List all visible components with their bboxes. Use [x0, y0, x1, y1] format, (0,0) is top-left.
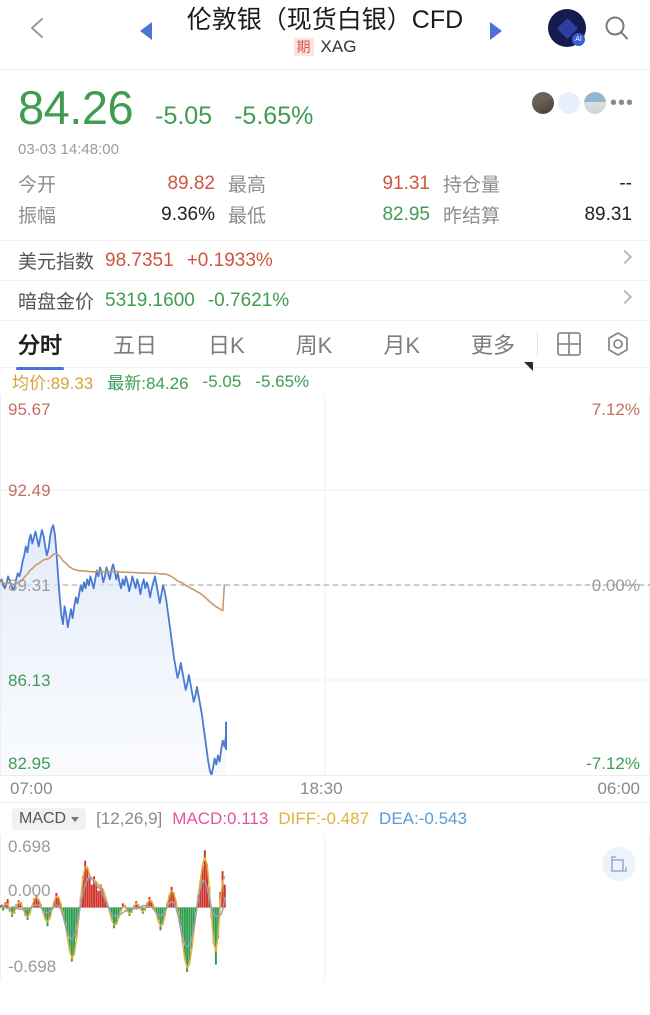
- macd-axis-top: 0.698: [8, 837, 51, 856]
- page-title: 伦敦银（现货白银）CFD: [186, 6, 464, 34]
- stat-value: 91.31: [382, 172, 430, 194]
- app-header: 伦敦银（现货白银）CFD 期 XAG AI: [0, 0, 650, 70]
- svg-text:0.00%: 0.00%: [592, 576, 640, 595]
- triangle-right-icon[interactable]: [490, 22, 502, 40]
- avatar-icon[interactable]: [531, 92, 554, 114]
- svg-text:95.67: 95.67: [8, 400, 51, 419]
- stat-high: 最高 91.31: [228, 170, 443, 197]
- symbol-code: XAG: [320, 37, 357, 56]
- macd-diff-value: DIFF:-0.487: [278, 809, 370, 828]
- more-triangle-icon: [524, 362, 534, 371]
- stat-open: 今开 89.82: [18, 170, 228, 197]
- chart-time-axis: 07:00 18:30 06:00: [0, 775, 650, 803]
- gear-icon[interactable]: [604, 330, 632, 358]
- macd-dea-value: DEA:-0.543: [379, 809, 467, 828]
- triangle-left-icon[interactable]: [140, 22, 152, 40]
- macd-axis-bottom: -0.698: [8, 957, 57, 976]
- chevron-down-icon: [71, 816, 80, 822]
- time-tick-middle: 18:30: [300, 779, 343, 798]
- index-row-gold[interactable]: 暗盘金价 5319.1600 -0.7621%: [0, 280, 650, 320]
- more-options-icon[interactable]: •••: [609, 92, 634, 114]
- stat-value: --: [619, 172, 632, 194]
- stat-open-interest: 持仓量 --: [443, 170, 632, 197]
- tab-weekly-k[interactable]: 周K: [295, 333, 333, 358]
- stat-value: 82.95: [382, 203, 430, 225]
- price-change: -5.05: [155, 102, 213, 130]
- subtitle-row: 期 XAG: [170, 37, 480, 57]
- stat-label: 昨结算: [443, 206, 501, 227]
- stats-row: 振幅 9.36% 最低 82.95 昨结算 89.31: [18, 199, 632, 230]
- index-name: 美元指数: [18, 252, 95, 273]
- stat-value: 89.31: [584, 203, 632, 225]
- macd-header: MACD [12,26,9] MACD:0.113 DIFF:-0.487 DE…: [0, 803, 650, 835]
- index-value: 98.7351: [105, 249, 174, 271]
- tab-five-day[interactable]: 五日: [113, 333, 158, 358]
- umbrella-icon[interactable]: [583, 92, 606, 114]
- chevron-right-icon[interactable]: [617, 249, 633, 265]
- chevron-right-icon[interactable]: [617, 289, 633, 305]
- tab-intraday[interactable]: 分时: [14, 328, 66, 370]
- index-value: 5319.1600: [105, 289, 195, 311]
- social-share-group[interactable]: •••: [531, 92, 634, 114]
- svg-text:7.12%: 7.12%: [592, 400, 640, 419]
- macd-value: MACD:0.113: [172, 809, 269, 828]
- stat-label: 振幅: [18, 206, 57, 227]
- index-name: 暗盘金价: [18, 292, 95, 313]
- time-tick-start: 07:00: [10, 779, 53, 798]
- quote-timestamp: 03-03 14:48:00: [18, 141, 119, 158]
- quote-summary: 84.26 -5.05 -5.65% 03-03 14:48:00 •••: [0, 70, 650, 166]
- index-percent: -0.7621%: [207, 289, 290, 311]
- svg-text:86.13: 86.13: [8, 671, 51, 690]
- stats-table: 今开 89.82 最高 91.31 持仓量 -- 振幅 9.36% 最低 82.…: [0, 166, 650, 240]
- legend-change: -5.05: [202, 371, 242, 391]
- ai-badge-label: AI: [572, 33, 585, 46]
- quote-main-row: 84.26 -5.05 -5.65%: [18, 80, 632, 135]
- svg-text:92.49: 92.49: [8, 481, 51, 500]
- intraday-chart[interactable]: 95.67 92.49 89.31 86.13 82.95 7.12% 0.00% -7.12…: [0, 395, 650, 775]
- expand-icon[interactable]: [602, 847, 636, 881]
- legend-last-price: 最新:84.26: [107, 374, 189, 393]
- stat-label: 今开: [18, 175, 57, 196]
- tab-more-wrap[interactable]: 更多: [467, 328, 534, 371]
- divider: [537, 332, 539, 356]
- index-percent: +0.1933%: [186, 249, 273, 271]
- macd-params: [12,26,9]: [96, 809, 163, 828]
- title-block: 伦敦银（现货白银）CFD 期 XAG: [170, 4, 480, 57]
- stats-row: 今开 89.82 最高 91.31 持仓量 --: [18, 168, 632, 199]
- svg-text:82.95: 82.95: [8, 754, 51, 773]
- tab-more[interactable]: 更多: [471, 333, 516, 358]
- stat-value: 89.82: [167, 172, 215, 194]
- macd-chart[interactable]: 0.698 0.000 -0.698: [0, 835, 650, 980]
- back-icon[interactable]: [24, 14, 52, 42]
- tab-daily-k[interactable]: 日K: [208, 333, 245, 358]
- last-price: 84.26: [18, 81, 134, 134]
- tab-monthly-k[interactable]: 月K: [383, 333, 421, 358]
- stat-label: 最高: [228, 175, 267, 196]
- stat-amplitude: 振幅 9.36%: [18, 201, 228, 228]
- grid-icon[interactable]: [556, 331, 582, 357]
- search-icon[interactable]: [602, 13, 632, 43]
- price-change-percent: -5.65%: [234, 102, 314, 130]
- legend-average-price: 均价:89.33: [12, 374, 94, 393]
- stat-low: 最低 82.95: [228, 201, 443, 228]
- ai-assistant-icon[interactable]: AI: [548, 9, 586, 47]
- svg-text:89.31: 89.31: [8, 576, 51, 595]
- stat-value: 9.36%: [161, 203, 215, 225]
- stat-label: 持仓量: [443, 175, 501, 196]
- svg-text:-7.12%: -7.12%: [586, 754, 640, 773]
- chart-period-tabs: 分时 五日 日K 周K 月K 更多: [0, 320, 650, 371]
- stat-label: 最低: [228, 206, 267, 227]
- time-tick-end: 06:00: [597, 779, 640, 798]
- macd-indicator-label: MACD: [19, 810, 67, 827]
- futures-badge: 期: [293, 38, 314, 56]
- legend-change-percent: -5.65%: [255, 371, 310, 391]
- index-row-usd[interactable]: 美元指数 98.7351 +0.1933%: [0, 240, 650, 280]
- macd-axis-middle: 0.000: [8, 881, 51, 900]
- stat-prev-settlement: 昨结算 89.31: [443, 201, 632, 228]
- chart-legend: 均价:89.33 最新:84.26 -5.05 -5.65%: [0, 368, 650, 395]
- weibo-icon[interactable]: [557, 92, 580, 114]
- macd-indicator-selector[interactable]: MACD: [12, 808, 87, 830]
